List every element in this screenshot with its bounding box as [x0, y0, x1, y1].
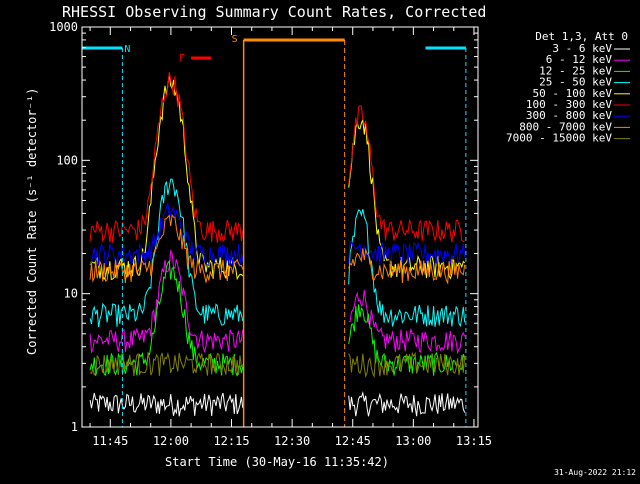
- legend-entry: 6 - 12 keV: [546, 53, 613, 66]
- flare-flag-label: F: [179, 53, 185, 64]
- x-tick-label: 12:30: [274, 434, 310, 448]
- series-line: [89, 72, 244, 243]
- legend-entry: 25 - 50 keV: [539, 76, 612, 89]
- x-tick-label: 11:45: [92, 434, 128, 448]
- plot-data-layer: N S F: [82, 34, 467, 427]
- x-tick-label: 13:00: [395, 434, 431, 448]
- series-line: [348, 240, 466, 268]
- series-line: [89, 259, 244, 377]
- series-line: [348, 104, 465, 243]
- chart-title: RHESSI Observing Summary Count Rates, Co…: [62, 3, 486, 21]
- y-tick-label: 1: [71, 420, 78, 434]
- legend-entry: 7000 - 15000 keV: [506, 132, 612, 145]
- y-tick-label: 10: [64, 287, 78, 301]
- series-line: [89, 213, 244, 284]
- series-line: [89, 392, 244, 417]
- series-line: [89, 178, 244, 328]
- series-line: [348, 208, 466, 328]
- series-line: [89, 351, 244, 377]
- legend-entry: 12 - 25 keV: [539, 64, 612, 77]
- footer-date: 31-Aug-2022 21:12: [554, 468, 636, 477]
- y-tick-label: 1000: [49, 20, 78, 34]
- legend-entry: 50 - 100 keV: [533, 87, 613, 100]
- legend-entry: 3 - 6 keV: [552, 42, 612, 55]
- series-line: [348, 247, 466, 285]
- x-tick-label: 12:00: [153, 434, 189, 448]
- x-tick-label: 13:15: [456, 434, 492, 448]
- y-axis-label: Corrected Count Rate (s⁻¹ detector⁻¹): [25, 88, 39, 355]
- series-line: [89, 249, 244, 354]
- plot-frame: [81, 26, 479, 428]
- legend-entry: 100 - 300 keV: [526, 98, 612, 111]
- y-tick-label: 100: [56, 153, 78, 167]
- x-tick-label: 12:45: [335, 434, 371, 448]
- series-line: [348, 391, 466, 417]
- legend-header: Det 1,3, Att 0: [535, 30, 628, 43]
- series-line: [89, 202, 244, 267]
- legend-entry: 300 - 800 keV: [526, 109, 612, 122]
- legend-entry: 800 - 7000 keV: [519, 120, 612, 133]
- saa-flag-label: S: [232, 34, 238, 45]
- x-tick-label: 12:15: [213, 434, 249, 448]
- series-line: [348, 351, 466, 379]
- night-flag-label: N: [124, 44, 130, 55]
- x-axis-label: Start Time (30-May-16 11:35:42): [165, 455, 389, 469]
- axis-ticks: 11:45 12:00 12:15 12:30 12:45 13:00 13:15 1 10 10…: [49, 20, 492, 448]
